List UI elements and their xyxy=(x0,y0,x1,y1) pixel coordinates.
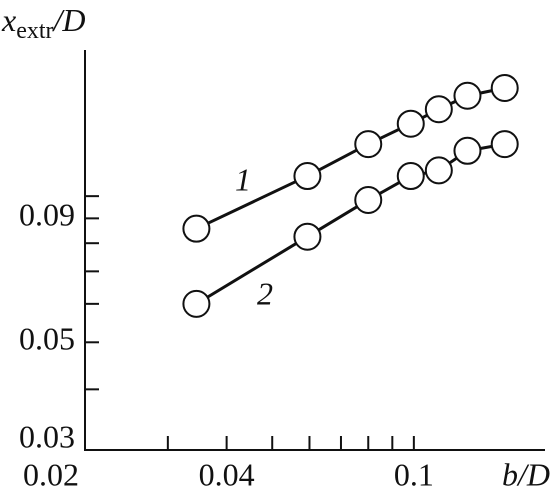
axes xyxy=(84,50,545,451)
y-axis-label: xextr/D xyxy=(1,2,86,43)
y-tick-label: 0.03 xyxy=(19,418,75,454)
data-point xyxy=(293,162,322,191)
data-point xyxy=(354,185,383,214)
data-point xyxy=(396,109,425,138)
y-label-base: x xyxy=(1,2,16,38)
data-point xyxy=(182,214,211,243)
x-tick-label: 0.02 xyxy=(23,456,79,492)
series-label: 1 xyxy=(235,161,251,197)
y-tick-label: 0.05 xyxy=(19,321,75,357)
data-point xyxy=(453,136,482,165)
data-point xyxy=(490,74,519,103)
x-tick-label: 0.04 xyxy=(199,456,255,492)
x-tick-label: 0.1 xyxy=(394,456,434,492)
data-point xyxy=(354,130,383,159)
x-axis-label: b/D xyxy=(502,456,550,492)
data-point xyxy=(424,95,453,124)
data-point xyxy=(293,222,322,251)
data-point xyxy=(490,130,519,159)
data-point xyxy=(453,81,482,110)
series-label: 2 xyxy=(257,275,273,311)
y-label-sub: extr xyxy=(16,18,53,44)
data-point xyxy=(424,156,453,185)
y-tick-label: 0.09 xyxy=(19,197,75,233)
data-point xyxy=(182,289,211,318)
data-point xyxy=(396,162,425,191)
y-label-rest: /D xyxy=(52,2,86,38)
